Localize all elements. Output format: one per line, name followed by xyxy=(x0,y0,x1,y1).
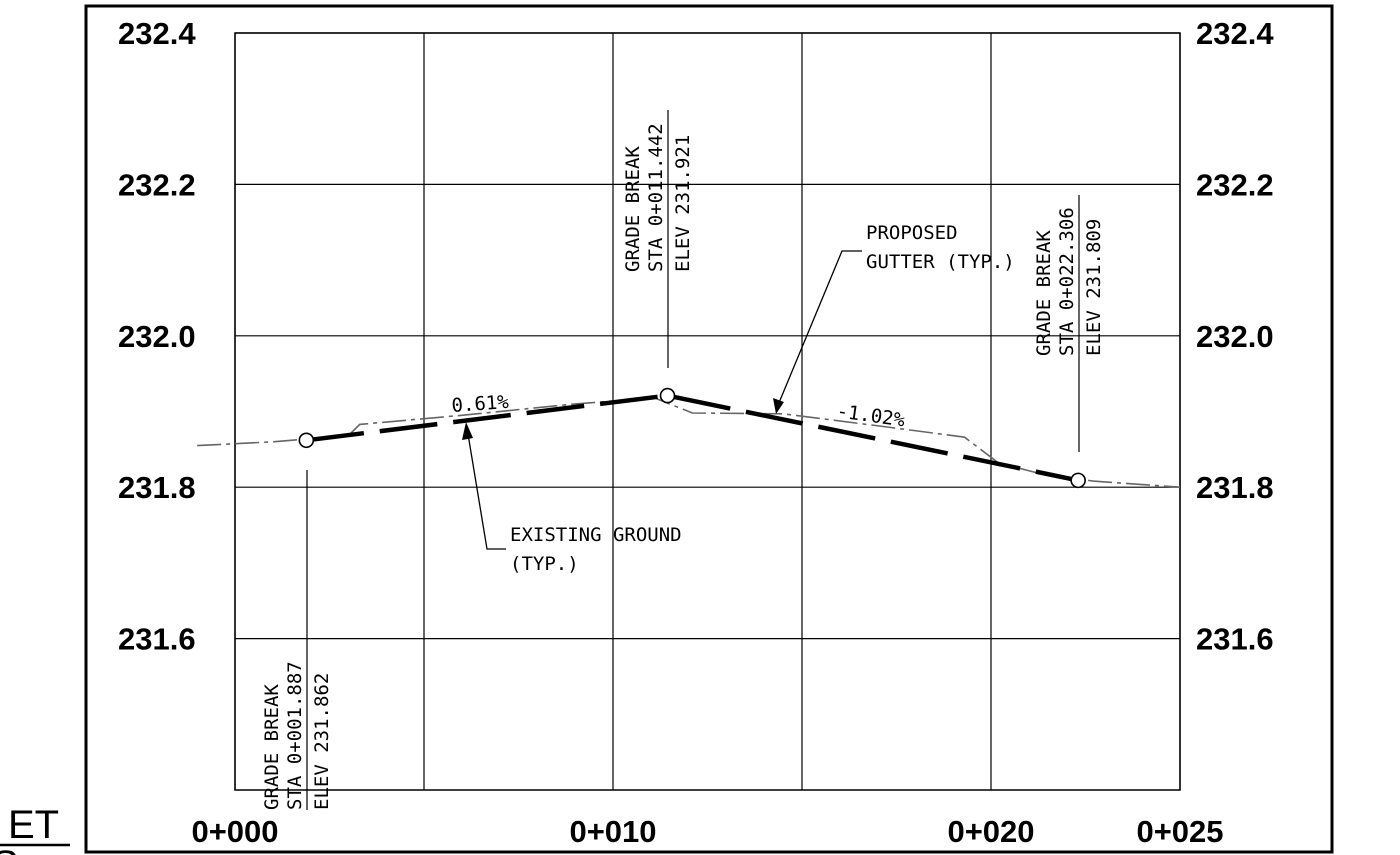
elevation-tick-label-left: 231.6 xyxy=(118,622,196,657)
sheet-margin-text-top: ET xyxy=(8,803,59,847)
grade-break-elevation-1: ELEV 231.862 xyxy=(311,673,333,810)
profile-grid xyxy=(234,32,1181,790)
elevation-tick-label-right: 231.6 xyxy=(1196,622,1274,657)
elevation-tick-label-left: 232.0 xyxy=(118,319,196,354)
plot-area-border xyxy=(234,32,1181,791)
existing-ground-profile xyxy=(197,397,1181,488)
ground-callout-leader xyxy=(466,427,506,550)
slope-label-up: 0.61% xyxy=(451,391,510,417)
elevation-tick-label-left: 231.8 xyxy=(118,470,196,505)
grade-break-station-3: STA 0+022.306 xyxy=(1056,207,1078,356)
grade-break-elevation-3: ELEV 231.809 xyxy=(1083,219,1105,356)
proposed-gutter-line xyxy=(306,393,1079,483)
elevation-tick-label-right: 232.0 xyxy=(1196,319,1274,354)
elevation-tick-label-left: 232.4 xyxy=(118,16,196,51)
grade-break-title-1: GRADE BREAK xyxy=(261,684,283,810)
grade-break-title-2: GRADE BREAK xyxy=(622,146,644,272)
grade-break-marker xyxy=(298,432,315,449)
grade-break-station-1: STA 0+001.887 xyxy=(284,661,306,810)
elevation-tick-label-right: 232.2 xyxy=(1196,167,1274,202)
elevation-tick-label-right: 231.8 xyxy=(1196,470,1274,505)
slope-label-down: -1.02% xyxy=(835,400,907,431)
grade-break-label-3: GRADE BREAK STA 0+022.306 ELEV 231.809 xyxy=(1033,207,1105,356)
grade-break-station-2: STA 0+011.442 xyxy=(645,123,667,272)
gutter-callout-arrowhead xyxy=(773,398,784,414)
grade-break-marker xyxy=(659,387,676,404)
drawing-frame xyxy=(84,4,1334,854)
proposed-gutter-profile xyxy=(306,393,1079,483)
station-tick-label: 0+000 xyxy=(191,814,278,849)
elevation-axis-right: 232.4 232.2 232.0 231.8 231.6 xyxy=(1196,16,1274,657)
elevation-axis-left: 232.4 232.2 232.0 231.8 231.6 xyxy=(118,16,196,657)
elevation-tick-label-right: 232.4 xyxy=(1196,16,1274,51)
station-tick-label: 0+025 xyxy=(1136,814,1223,849)
grade-break-label-1: GRADE BREAK STA 0+001.887 ELEV 231.862 xyxy=(261,661,333,810)
grade-break-label-2: GRADE BREAK STA 0+011.442 ELEV 231.921 xyxy=(622,123,694,272)
gutter-callout-leader xyxy=(775,250,862,411)
gutter-callout-line1: PROPOSED xyxy=(866,222,958,244)
station-tick-label: 0+010 xyxy=(569,814,656,849)
sheet-margin-text-bottom: S xyxy=(0,843,19,855)
grade-break-title-3: GRADE BREAK xyxy=(1033,230,1055,356)
grade-break-marker xyxy=(1070,472,1086,489)
gutter-callout-line2: GUTTER (TYP.) xyxy=(866,251,1015,273)
station-tick-label: 0+020 xyxy=(947,814,1034,849)
ground-callout-line1: EXISTING GROUND xyxy=(510,524,682,546)
grade-break-elevation-2: ELEV 231.921 xyxy=(672,135,694,272)
elevation-tick-label-left: 232.2 xyxy=(118,167,196,202)
grade-break-markers xyxy=(298,387,1086,489)
ground-callout-arrowhead xyxy=(462,422,473,440)
station-axis: 0+000 0+010 0+020 0+025 xyxy=(191,814,1223,849)
existing-ground-line xyxy=(197,397,1181,488)
ground-callout-line2: (TYP.) xyxy=(510,553,579,575)
